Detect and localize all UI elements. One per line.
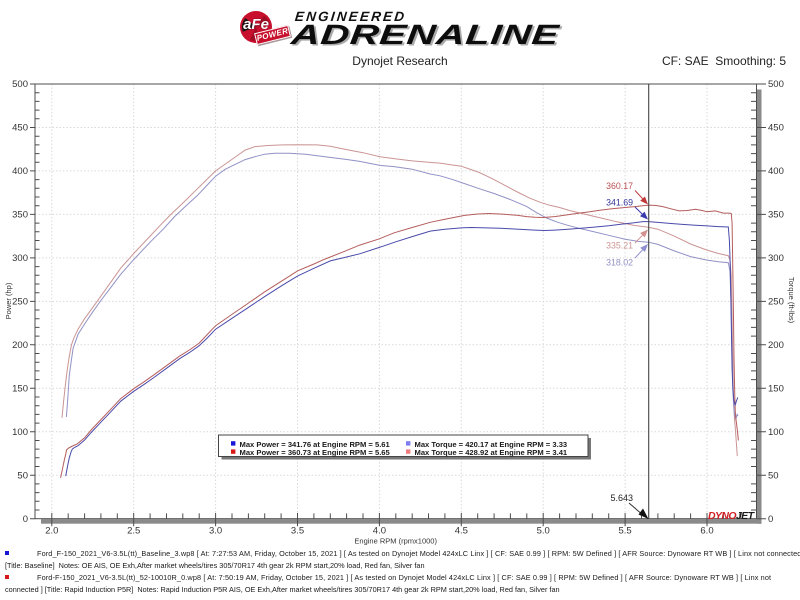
svg-text:0: 0 xyxy=(768,514,773,525)
svg-text:0: 0 xyxy=(23,514,28,525)
svg-text:5.643: 5.643 xyxy=(610,493,633,503)
svg-text:100: 100 xyxy=(12,427,28,438)
svg-text:5.0: 5.0 xyxy=(537,526,550,537)
svg-text:200: 200 xyxy=(12,340,28,351)
svg-text:2.5: 2.5 xyxy=(127,526,140,537)
svg-text:300: 300 xyxy=(12,253,28,264)
svg-text:400: 400 xyxy=(768,166,784,177)
svg-text:350: 350 xyxy=(768,210,784,221)
svg-text:150: 150 xyxy=(12,384,28,395)
svg-text:335.21: 335.21 xyxy=(606,241,633,251)
svg-text:Max Torque = 428.92 at Engine: Max Torque = 428.92 at Engine RPM = 3.41 xyxy=(415,448,568,457)
svg-text:Engine RPM (rpmx1000): Engine RPM (rpmx1000) xyxy=(354,537,437,546)
svg-text:150: 150 xyxy=(768,384,784,395)
svg-text:500: 500 xyxy=(768,79,784,90)
svg-text:4.0: 4.0 xyxy=(373,526,386,537)
svg-text:3.0: 3.0 xyxy=(209,526,222,537)
svg-text:Power (hp): Power (hp) xyxy=(4,282,13,319)
svg-text:3.5: 3.5 xyxy=(291,526,304,537)
svg-text:Max Power = 360.73 at Engine R: Max Power = 360.73 at Engine RPM = 5.65 xyxy=(240,448,391,457)
svg-text:100: 100 xyxy=(768,427,784,438)
svg-text:250: 250 xyxy=(768,297,784,308)
svg-text:2.0: 2.0 xyxy=(45,526,58,537)
svg-text:50: 50 xyxy=(17,470,28,481)
svg-text:450: 450 xyxy=(768,123,784,134)
svg-text:500: 500 xyxy=(12,79,28,90)
svg-text:318.02: 318.02 xyxy=(606,258,633,268)
svg-text:360.17: 360.17 xyxy=(606,181,633,191)
svg-text:DYNOJET: DYNOJET xyxy=(708,510,756,522)
svg-text:6.0: 6.0 xyxy=(700,526,713,537)
svg-text:4.5: 4.5 xyxy=(455,526,468,537)
svg-text:5.5: 5.5 xyxy=(618,526,631,537)
svg-text:250: 250 xyxy=(12,297,28,308)
svg-text:400: 400 xyxy=(12,166,28,177)
svg-text:Torque (ft-lbs): Torque (ft-lbs) xyxy=(787,277,796,324)
svg-text:450: 450 xyxy=(12,123,28,134)
svg-text:50: 50 xyxy=(768,470,779,481)
svg-text:300: 300 xyxy=(768,253,784,264)
svg-text:341.69: 341.69 xyxy=(606,198,633,208)
svg-text:350: 350 xyxy=(12,210,28,221)
svg-text:Max Torque = 420.17 at Engine: Max Torque = 420.17 at Engine RPM = 3.33 xyxy=(415,440,568,449)
svg-text:200: 200 xyxy=(768,340,784,351)
svg-text:Max Power = 341.76 at Engine R: Max Power = 341.76 at Engine RPM = 5.61 xyxy=(240,440,391,449)
